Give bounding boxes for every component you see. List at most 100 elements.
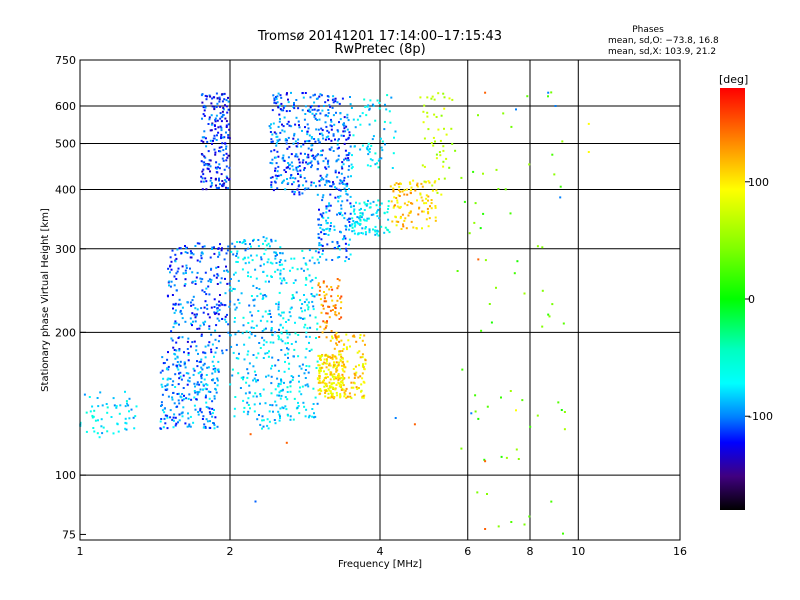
data-point [298,193,301,196]
data-point [386,228,389,231]
data-point [202,140,205,143]
data-point [196,381,199,384]
data-point [218,100,221,103]
data-point [279,415,281,418]
data-point [252,379,255,382]
data-point [304,356,307,359]
data-point [230,289,233,292]
data-point [93,409,96,412]
data-point [190,252,193,254]
data-point [290,297,293,300]
data-point [209,139,212,142]
data-point [255,287,258,289]
data-point [416,184,418,187]
data-point [181,306,184,309]
data-point [193,313,196,316]
data-point [345,125,348,128]
data-point [274,156,277,159]
data-point [411,202,414,205]
data-point [276,377,279,380]
data-point [211,360,214,363]
data-point [289,418,292,421]
data-point [484,528,487,530]
data-point [205,394,207,397]
data-point [224,104,226,107]
data-point [225,159,228,162]
data-point [178,298,181,301]
data-point [331,374,334,377]
data-point [306,327,309,330]
data-point [381,149,384,152]
x-axis-label: Frequency [MHz] [338,559,422,570]
data-point [333,228,336,231]
data-point [360,383,363,386]
data-point [174,253,177,256]
data-point [99,391,102,394]
data-point [236,241,239,243]
data-point [221,185,224,188]
data-point [320,127,323,130]
data-point [275,97,278,100]
data-point [326,376,329,378]
data-point [98,436,101,439]
data-point [252,327,255,329]
data-point [227,136,230,139]
data-point [430,207,433,210]
data-point [396,199,399,202]
data-point [85,411,88,414]
data-point [261,427,263,430]
data-point [92,427,95,429]
data-point [310,144,313,147]
data-point [412,226,415,229]
data-point [346,360,349,363]
data-point [235,357,238,360]
data-point [209,412,212,415]
data-point [361,227,364,230]
data-point [266,320,269,323]
colorbar [720,88,745,510]
data-point [340,389,343,391]
data-point [315,112,318,115]
data-point [315,293,318,296]
data-point [273,180,276,183]
data-point [210,306,213,309]
data-point [361,212,364,215]
data-point [278,291,281,294]
data-point [270,375,273,378]
data-point [376,99,379,102]
data-point [278,174,280,177]
data-point [218,319,221,322]
data-point [308,335,311,338]
data-point [160,405,162,407]
data-point [332,114,335,117]
data-point [380,202,383,205]
data-point [344,224,347,227]
data-point [173,322,176,325]
data-point [288,167,291,170]
data-point [314,415,317,418]
data-point [333,378,336,381]
data-point [206,95,208,98]
stats-o-mode: mean, sd,O: −73.8, 16.8 [608,36,719,46]
data-point [213,148,216,151]
data-point [343,176,346,179]
data-point [360,390,362,393]
data-point [91,414,94,417]
data-point [211,142,213,145]
data-point [237,357,240,360]
data-point [214,367,217,370]
data-point [301,129,303,132]
data-point [317,138,320,141]
data-point [310,137,313,140]
data-point [310,160,313,163]
data-point [225,175,228,178]
data-point [346,193,349,196]
data-point [227,108,230,111]
data-point [341,379,344,382]
data-point [106,411,109,414]
data-point [322,249,324,252]
data-point [179,311,182,314]
data-point [224,292,227,295]
data-point [325,359,328,362]
data-point [211,412,214,415]
